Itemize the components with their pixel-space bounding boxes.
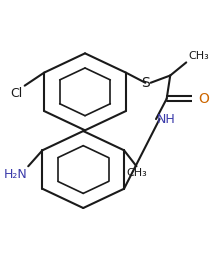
Text: H₂N: H₂N (4, 168, 27, 181)
Text: Cl: Cl (11, 87, 23, 100)
Text: CH₃: CH₃ (126, 168, 147, 178)
Text: CH₃: CH₃ (188, 51, 209, 61)
Text: O: O (199, 92, 210, 106)
Text: S: S (141, 76, 150, 90)
Text: NH: NH (157, 113, 176, 126)
